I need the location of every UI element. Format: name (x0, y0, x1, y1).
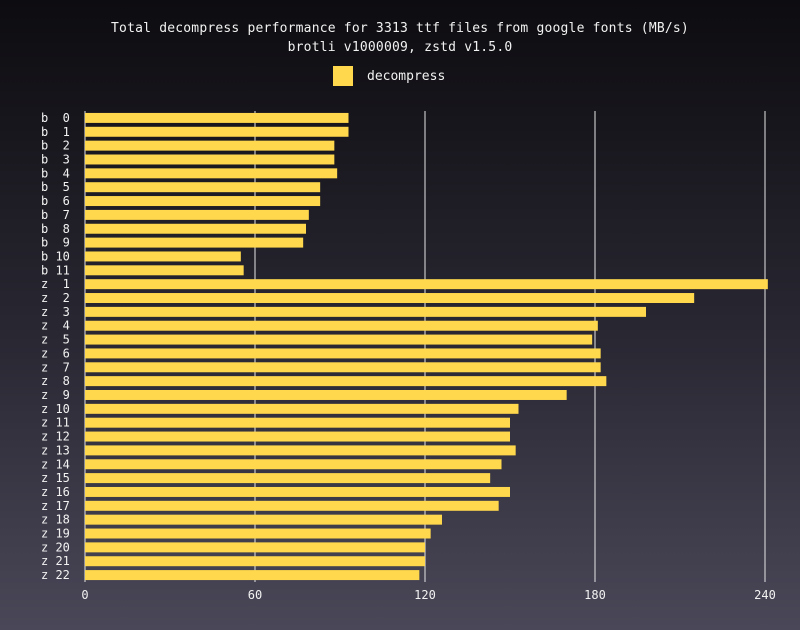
bar-b-8 (85, 223, 306, 234)
bar-z-12 (85, 431, 510, 442)
bar-z-16 (85, 486, 510, 497)
bar-z-9 (85, 389, 567, 400)
bar-z-15 (85, 473, 491, 484)
bar-z-7 (85, 362, 601, 373)
chart-subtitle: brotli v1000009, zstd v1.5.0 (287, 40, 513, 55)
bar-b-11 (85, 265, 244, 276)
category-label: b 5 (41, 180, 70, 194)
x-tick-label: 60 (248, 588, 262, 602)
category-label: z 2 (41, 291, 70, 305)
category-label: b 10 (41, 249, 70, 263)
bar-b-10 (85, 251, 241, 262)
bar-z-17 (85, 500, 499, 511)
category-label: z 12 (41, 430, 70, 444)
category-label: b 4 (41, 166, 70, 180)
category-label: b 1 (41, 125, 70, 139)
category-label: z 7 (41, 360, 70, 374)
category-label: z 16 (41, 485, 70, 499)
bar-z-13 (85, 445, 516, 456)
bar-z-11 (85, 417, 510, 428)
x-tick-label: 240 (754, 588, 776, 602)
category-label: z 14 (41, 457, 70, 471)
bar-z-2 (85, 293, 695, 304)
bar-z-21 (85, 556, 425, 567)
category-label: z 8 (41, 374, 70, 388)
legend-label-decompress: decompress (367, 68, 446, 84)
bar-b-4 (85, 168, 338, 179)
bar-z-18 (85, 514, 442, 525)
category-label: b 3 (41, 152, 70, 166)
category-label: z 9 (41, 388, 70, 402)
bar-z-20 (85, 542, 425, 553)
x-tick-label: 0 (81, 588, 88, 602)
category-label: b 9 (41, 236, 70, 250)
bar-b-3 (85, 154, 335, 165)
category-label: z 6 (41, 346, 70, 360)
bar-b-9 (85, 237, 304, 248)
category-label: z 10 (41, 402, 70, 416)
bar-z-14 (85, 459, 502, 470)
category-label: b 0 (41, 111, 70, 125)
bar-b-2 (85, 140, 335, 151)
chart-legend: decompress (333, 66, 445, 86)
category-label: z 5 (41, 333, 70, 347)
category-label: z 17 (41, 499, 70, 513)
bar-b-0 (85, 112, 349, 123)
category-label: z 11 (41, 416, 70, 430)
bar-z-8 (85, 376, 607, 387)
chart-title: Total decompress performance for 3313 tt… (111, 21, 689, 36)
x-tick-label: 180 (584, 588, 606, 602)
category-label: b 2 (41, 139, 70, 153)
x-tick-label: 120 (414, 588, 436, 602)
category-label: z 3 (41, 305, 70, 319)
bar-z-6 (85, 348, 601, 359)
bar-b-7 (85, 209, 309, 220)
category-label: z 20 (41, 540, 70, 554)
bar-z-10 (85, 403, 519, 414)
category-label: z 22 (41, 568, 70, 582)
category-label: z 21 (41, 554, 70, 568)
category-label: z 19 (41, 527, 70, 541)
bar-b-6 (85, 196, 321, 207)
legend-swatch-decompress (333, 66, 353, 86)
category-label: b 11 (41, 263, 70, 277)
category-label: b 6 (41, 194, 70, 208)
bar-z-22 (85, 570, 420, 581)
category-label: z 18 (41, 513, 70, 527)
category-label: b 7 (41, 208, 70, 222)
bar-z-1 (85, 279, 768, 290)
category-label: z 15 (41, 471, 70, 485)
category-label: z 4 (41, 319, 70, 333)
bar-b-5 (85, 182, 321, 193)
bar-z-19 (85, 528, 431, 539)
category-label: z 1 (41, 277, 70, 291)
bar-z-3 (85, 306, 646, 317)
bar-z-5 (85, 334, 593, 345)
category-label: b 8 (41, 222, 70, 236)
bar-z-4 (85, 320, 598, 331)
bar-b-1 (85, 126, 349, 137)
category-label: z 13 (41, 443, 70, 457)
